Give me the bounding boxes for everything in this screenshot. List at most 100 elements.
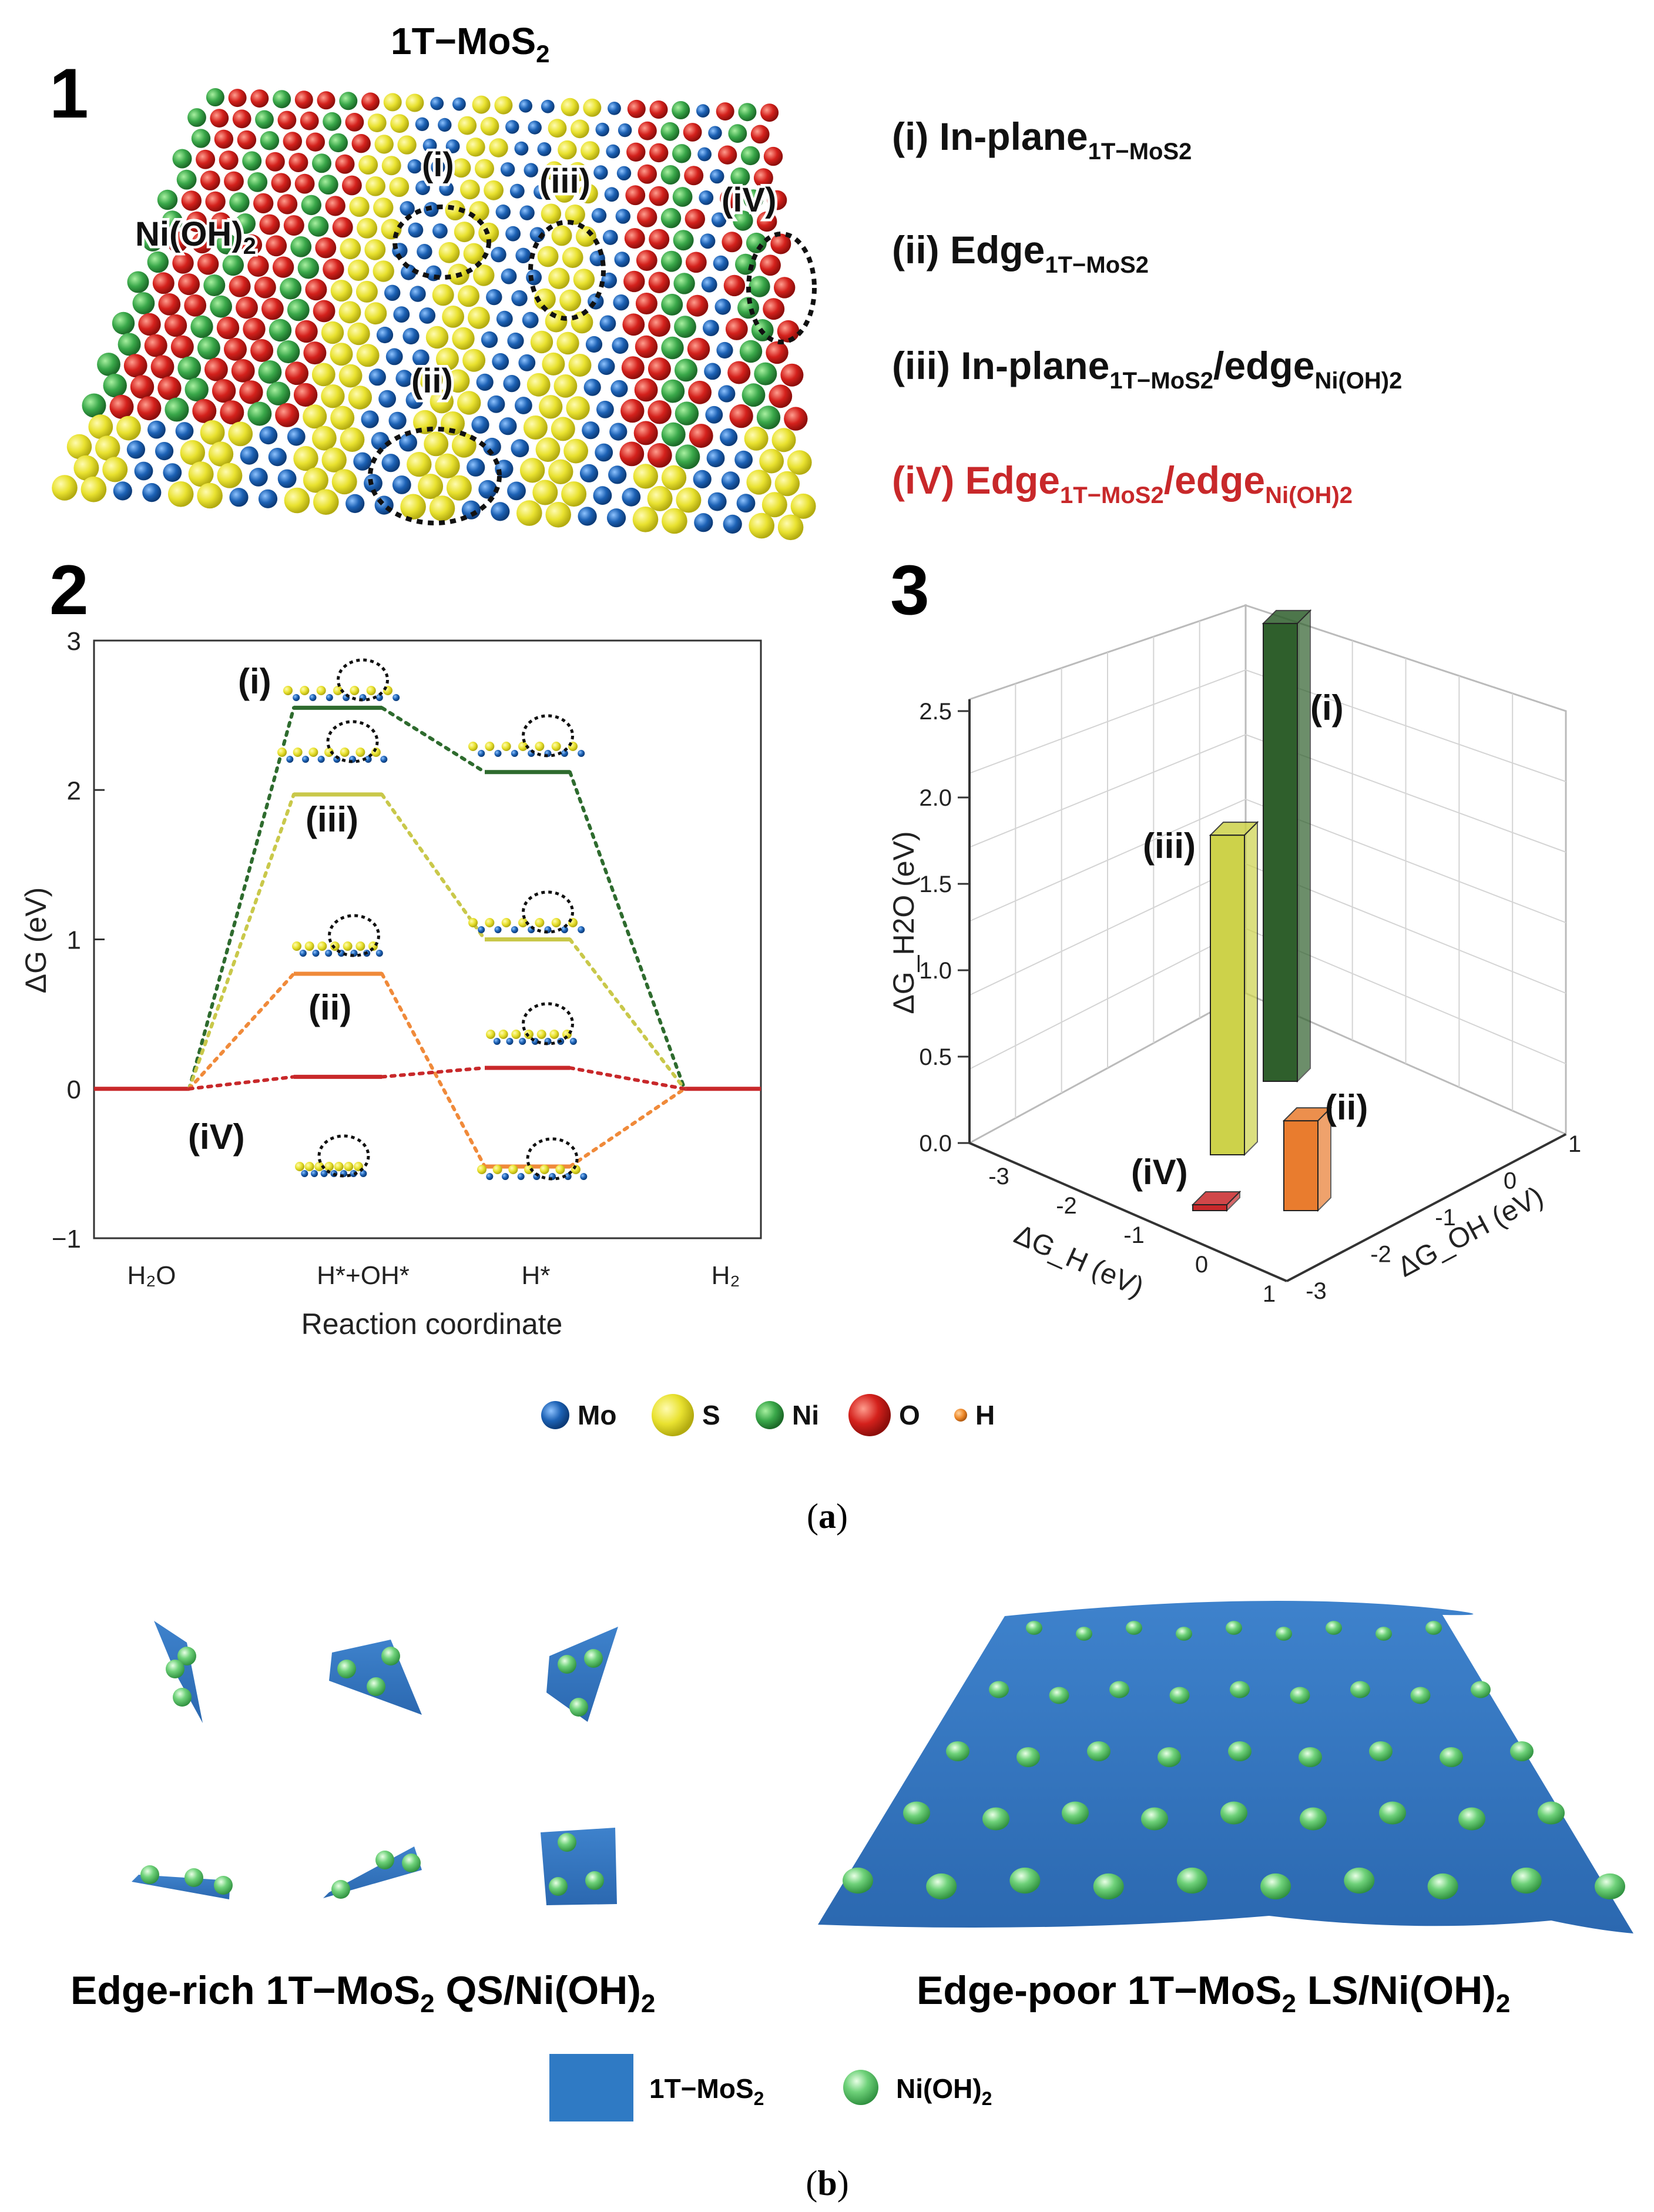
atom-o [722,232,743,253]
atom-s [418,474,444,500]
atom-s [381,219,402,240]
nioh2-ball [585,1871,604,1890]
large-sheet [818,1601,1633,1933]
atom-o [685,252,707,273]
atom-mo [515,397,532,414]
atom-o [620,398,645,423]
site-circle-i [392,205,491,280]
atom-s [430,390,454,414]
atom-ni [675,444,700,470]
atom-mo [511,290,528,307]
nioh2-ball [558,1833,576,1852]
atom-s [208,441,234,467]
atom-o [224,171,244,192]
atom-o [774,277,796,299]
atom-s [425,326,449,349]
atom-legend-label: Mo [578,1400,616,1430]
atom-o [214,129,234,149]
atom-s [88,414,113,440]
atom-ni [739,340,763,363]
atom-mo [126,440,145,459]
atom-legend-label: H [975,1400,995,1430]
atom-mo [361,410,379,428]
nioh2-ball [982,1807,1009,1831]
atom-s [405,93,424,112]
atom-mo [452,97,466,111]
atom-s [553,374,578,398]
atom-s [551,742,561,751]
mos2-flake [546,1627,618,1722]
nioh2-ball [375,1851,394,1869]
edge-rich-label: Edge-rich 1T−MoS2 QS/Ni(OH)2 [71,1968,655,2018]
atom-ni [273,90,291,109]
atom-s [358,155,378,175]
atom-s [563,438,588,464]
atom-ni [247,401,272,426]
atom-s [424,431,449,457]
atom-ni [127,271,149,293]
atom-mo [700,233,716,249]
site-circle [522,1002,574,1045]
atom-s [549,1030,559,1039]
atom-o [138,313,161,336]
section-1-title: 1T−MoS2 [391,20,550,68]
atom-ni [756,405,781,430]
atom-mo [486,289,502,306]
atom-mo [528,120,542,135]
atom-o [300,111,319,130]
connector [568,1066,686,1091]
atom-mo [519,205,535,220]
nioh2-ball [1276,1627,1292,1641]
atom-o [186,211,207,232]
atom-mo [515,247,531,263]
atom-s [518,918,528,927]
atom-mo [407,159,422,174]
atom-mo [561,926,568,933]
site-legend-item: (i) In-plane1T−MoS2 [892,115,1192,165]
atom-s [571,311,593,334]
atom-mo [604,187,619,202]
atom-s [356,344,380,367]
atom-s [480,116,499,136]
edge-poor-label: Edge-poor 1T−MoS2 LS/Ni(OH)2 [917,1968,1510,2018]
atom-s [555,1165,565,1174]
atom-s [475,159,494,179]
atom-s [771,428,796,453]
nioh2-ball [946,1741,969,1761]
atom-s [300,686,310,695]
nioh2-ball [1458,1807,1485,1831]
nioh2-ball [1109,1681,1129,1698]
mos2-large-sheet [818,1601,1633,1933]
nioh2-ball [1093,1873,1124,1900]
site-legend-sub: 1T−MoS2 [1109,368,1213,394]
atom-o [727,361,751,384]
atom-o [123,354,147,378]
atom-s [561,98,579,116]
atom-s [390,114,409,133]
atom-ni [97,353,120,376]
atom-o [109,394,134,419]
atom-s [365,176,385,196]
atom-mo [286,756,294,763]
z-tick-label: 1.0 [919,958,952,984]
atom-mo [388,411,407,430]
nioh2-ball [1260,1873,1291,1900]
atom-o [157,376,182,400]
atom-s [373,260,394,282]
y-tick-label: −1 [52,1225,81,1254]
nioh2-ball [584,1649,603,1668]
atom-mo [705,405,723,424]
atom-s [581,141,600,160]
y-axis-label: ΔG (eV) [19,887,52,994]
atom-ni [118,333,141,356]
atom-mo [716,341,733,359]
atom-ni [216,233,237,254]
atom-o [638,164,657,184]
atom-o [633,421,658,445]
atom-s [469,201,489,222]
structure-thumbnail [468,714,585,758]
atom-legend-swatch [848,1394,891,1436]
atom-ni [82,393,106,418]
atom-mo [422,138,437,153]
atom-mo [519,99,532,113]
